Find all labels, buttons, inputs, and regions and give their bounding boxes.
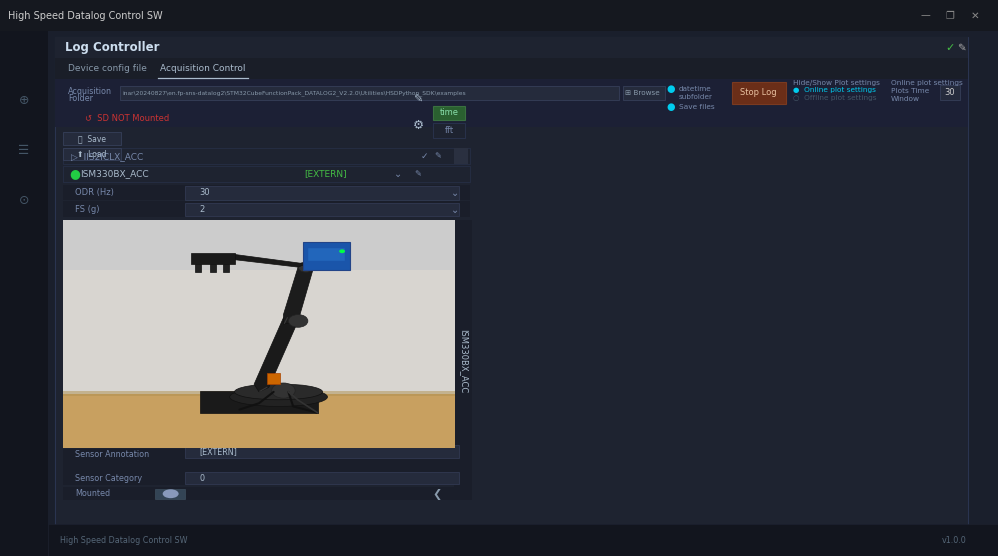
Text: ●: ● [667, 102, 675, 112]
Bar [63, 220, 454, 270]
Text: Device config file: Device config file [68, 64, 147, 73]
Circle shape [298, 262, 313, 272]
Text: FS (g): FS (g) [75, 205, 100, 214]
Text: High Speed Datalog Control SW: High Speed Datalog Control SW [8, 11, 163, 21]
Text: subfolder: subfolder [679, 94, 713, 100]
Text: fft: fft [444, 126, 454, 135]
Text: time: time [439, 108, 459, 117]
Ellipse shape [230, 388, 327, 406]
Ellipse shape [235, 384, 322, 400]
Text: ●: ● [69, 167, 80, 181]
Text: ⊙: ⊙ [19, 193, 29, 207]
Text: ✓: ✓ [945, 43, 955, 53]
Bar [210, 264, 216, 271]
Polygon shape [228, 255, 306, 267]
Text: Stop Log: Stop Log [741, 88, 776, 97]
Text: Online plot settings: Online plot settings [891, 80, 963, 86]
Text: Acquisition: Acquisition [68, 87, 112, 96]
Bar [307, 248, 345, 261]
Text: v1.0.0: v1.0.0 [941, 536, 966, 545]
Text: ●: ● [667, 84, 675, 94]
Text: ⌄: ⌄ [451, 205, 459, 215]
Bar [63, 220, 454, 410]
Bar [761, 39, 976, 503]
Circle shape [271, 383, 295, 398]
Polygon shape [254, 318, 298, 392]
Bar [63, 390, 454, 396]
Text: Window: Window [891, 96, 920, 102]
Text: ❮: ❮ [432, 489, 442, 500]
Text: ✎: ✎ [413, 95, 423, 105]
Text: ✓: ✓ [421, 152, 429, 161]
Text: ▷  IIS2ICLX_ACC: ▷ IIS2ICLX_ACC [71, 152, 143, 161]
Text: ○  Offline plot settings: ○ Offline plot settings [793, 96, 877, 101]
Text: 2: 2 [200, 205, 205, 214]
Text: inar\20240827\en.fp-sns-datalog2\STM32CubeFunctionPack_DATALOG2_V2.2.0\Utilities: inar\20240827\en.fp-sns-datalog2\STM32Cu… [123, 90, 466, 96]
Legend: x, y, z: x, y, z [480, 43, 517, 91]
Text: ✎: ✎ [414, 170, 421, 178]
Text: ISM330BX_ACC: ISM330BX_ACC [458, 329, 468, 394]
Text: 0: 0 [200, 474, 205, 483]
Bar [266, 373, 280, 384]
Text: Hide/Show Plot settings: Hide/Show Plot settings [793, 80, 880, 86]
Bar [223, 264, 229, 271]
Text: ODR (Hz): ODR (Hz) [75, 188, 114, 197]
Text: ⌄: ⌄ [451, 188, 459, 198]
Text: Mounted: Mounted [75, 489, 110, 498]
Text: Folder: Folder [68, 95, 93, 103]
Bar [196, 264, 202, 271]
Text: —: — [920, 11, 930, 21]
Text: ✕: ✕ [971, 11, 979, 21]
Text: 30: 30 [945, 88, 955, 97]
Text: ⊞ Browse: ⊞ Browse [625, 90, 660, 96]
Text: Plots Time: Plots Time [891, 88, 929, 94]
Text: 💾  Save: 💾 Save [78, 134, 106, 143]
Text: ⚙: ⚙ [412, 118, 424, 132]
Text: Save files: Save files [679, 104, 715, 110]
Bar [201, 390, 317, 413]
Text: High Speed Datalog Control SW: High Speed Datalog Control SW [60, 536, 188, 545]
Text: 30: 30 [200, 188, 211, 197]
Text: ✎: ✎ [434, 152, 441, 161]
Text: ❐: ❐ [946, 11, 954, 21]
Text: ✎: ✎ [957, 43, 965, 53]
Text: ●  Online plot settings: ● Online plot settings [793, 87, 876, 93]
Text: Sensor Category: Sensor Category [75, 474, 142, 483]
Text: ISM330BX_ACC: ISM330BX_ACC [80, 170, 149, 178]
Text: Acquisition Control: Acquisition Control [160, 64, 246, 73]
Text: Log Controller: Log Controller [65, 41, 160, 54]
Text: ☰: ☰ [18, 143, 30, 157]
Circle shape [288, 315, 307, 327]
Y-axis label: G: G [444, 261, 452, 271]
Text: ⬆  Load: ⬆ Load [77, 150, 107, 158]
Bar [63, 394, 454, 448]
Text: ⌄: ⌄ [394, 169, 402, 179]
Circle shape [339, 250, 345, 253]
Text: datetime: datetime [679, 86, 712, 92]
Text: [EXTERN]: [EXTERN] [304, 170, 347, 178]
Text: ↺  SD NOT Mounted: ↺ SD NOT Mounted [85, 115, 169, 123]
Text: Sensor Annotation: Sensor Annotation [75, 450, 149, 459]
Text: ⊕: ⊕ [19, 93, 29, 107]
Polygon shape [283, 267, 312, 324]
Bar [191, 252, 235, 264]
Bar [303, 242, 350, 270]
Text: [EXTERN]: [EXTERN] [200, 447, 238, 456]
